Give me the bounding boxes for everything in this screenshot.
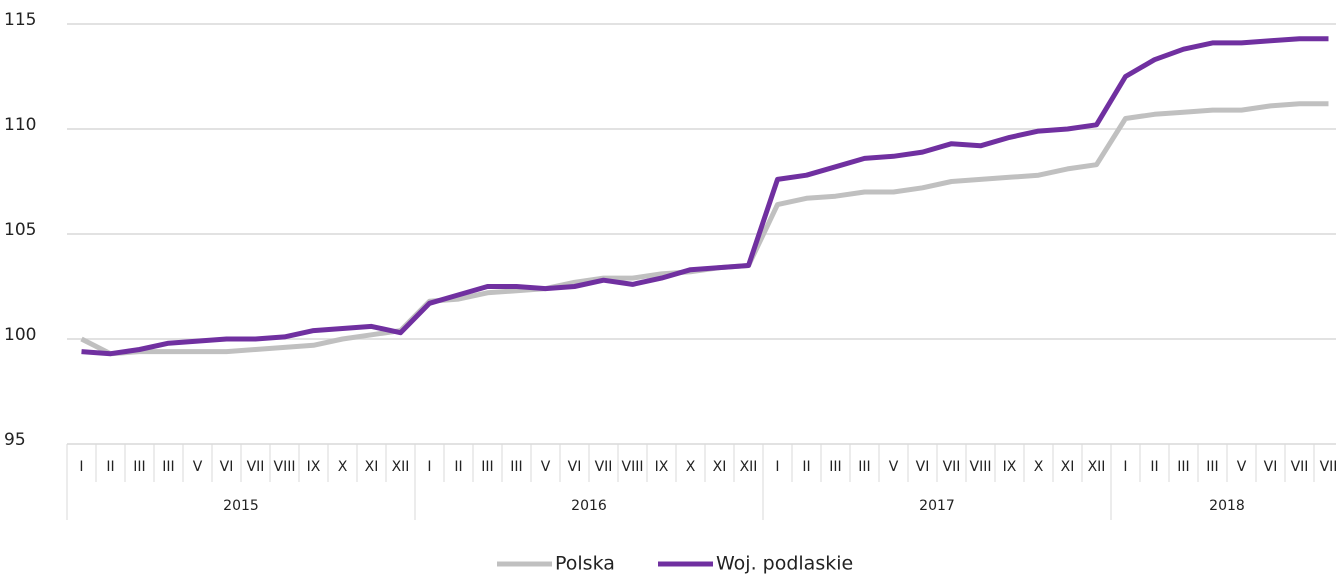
x-group-label: 2018 (1209, 498, 1245, 514)
y-tick-label: 110 (4, 115, 36, 135)
x-tick-label: XII (1088, 459, 1106, 475)
x-tick-label: IX (655, 459, 669, 475)
x-tick-label: X (338, 459, 348, 475)
legend-label: Polska (555, 553, 615, 575)
y-tick-label: 100 (4, 325, 36, 345)
series-line (81, 36, 1329, 357)
x-tick-label: II (454, 459, 462, 475)
x-tick-label: VII (247, 459, 265, 475)
x-tick-label: XI (713, 459, 727, 475)
x-tick-label: VII (1291, 459, 1309, 475)
x-tick-label: XI (365, 459, 379, 475)
x-tick-label: VI (220, 459, 234, 475)
x-tick-label: III (858, 459, 870, 475)
x-tick-label: IX (307, 459, 321, 475)
x-tick-label: III (481, 459, 493, 475)
y-tick-label: 105 (4, 220, 36, 240)
x-tick-label: VI (1264, 459, 1278, 475)
x-tick-label: X (686, 459, 696, 475)
x-tick-label: I (775, 459, 779, 475)
x-tick-label: I (1123, 459, 1127, 475)
x-group-label: 2017 (919, 498, 955, 514)
legend-label: Woj. podlaskie (716, 553, 853, 575)
x-tick-label: VI (916, 459, 930, 475)
x-tick-label: III (829, 459, 841, 475)
x-tick-label: XI (1061, 459, 1075, 475)
y-tick-label: 95 (4, 430, 26, 450)
x-tick-label: XII (392, 459, 410, 475)
x-tick-label: III (133, 459, 145, 475)
x-tick-label: IX (1003, 459, 1017, 475)
x-tick-label: X (1034, 459, 1044, 475)
x-tick-label: V (889, 459, 899, 475)
x-tick-label: VII (943, 459, 961, 475)
x-tick-label: VIII (970, 459, 992, 475)
x-group-label: 2016 (571, 498, 607, 514)
x-tick-label: II (106, 459, 114, 475)
x-tick-label: V (541, 459, 551, 475)
x-tick-label: V (1237, 459, 1247, 475)
x-tick-label: VIII (622, 459, 644, 475)
y-tick-label: 115 (4, 10, 36, 30)
x-tick-label: I (79, 459, 83, 475)
series-line (80, 101, 1329, 357)
x-tick-label: III (1177, 459, 1189, 475)
x-tick-label: III (1206, 459, 1218, 475)
x-tick-label: I (427, 459, 431, 475)
x-tick-label: VI (568, 459, 582, 475)
x-tick-label: V (193, 459, 203, 475)
x-tick-label: III (510, 459, 522, 475)
x-tick-label: III (162, 459, 174, 475)
x-tick-label: VIII (274, 459, 296, 475)
x-tick-label: II (1150, 459, 1158, 475)
x-tick-label: VII (1320, 459, 1336, 475)
x-tick-label: II (802, 459, 810, 475)
x-group-label: 2015 (223, 498, 259, 514)
x-tick-label: VII (595, 459, 613, 475)
x-tick-label: XII (740, 459, 758, 475)
